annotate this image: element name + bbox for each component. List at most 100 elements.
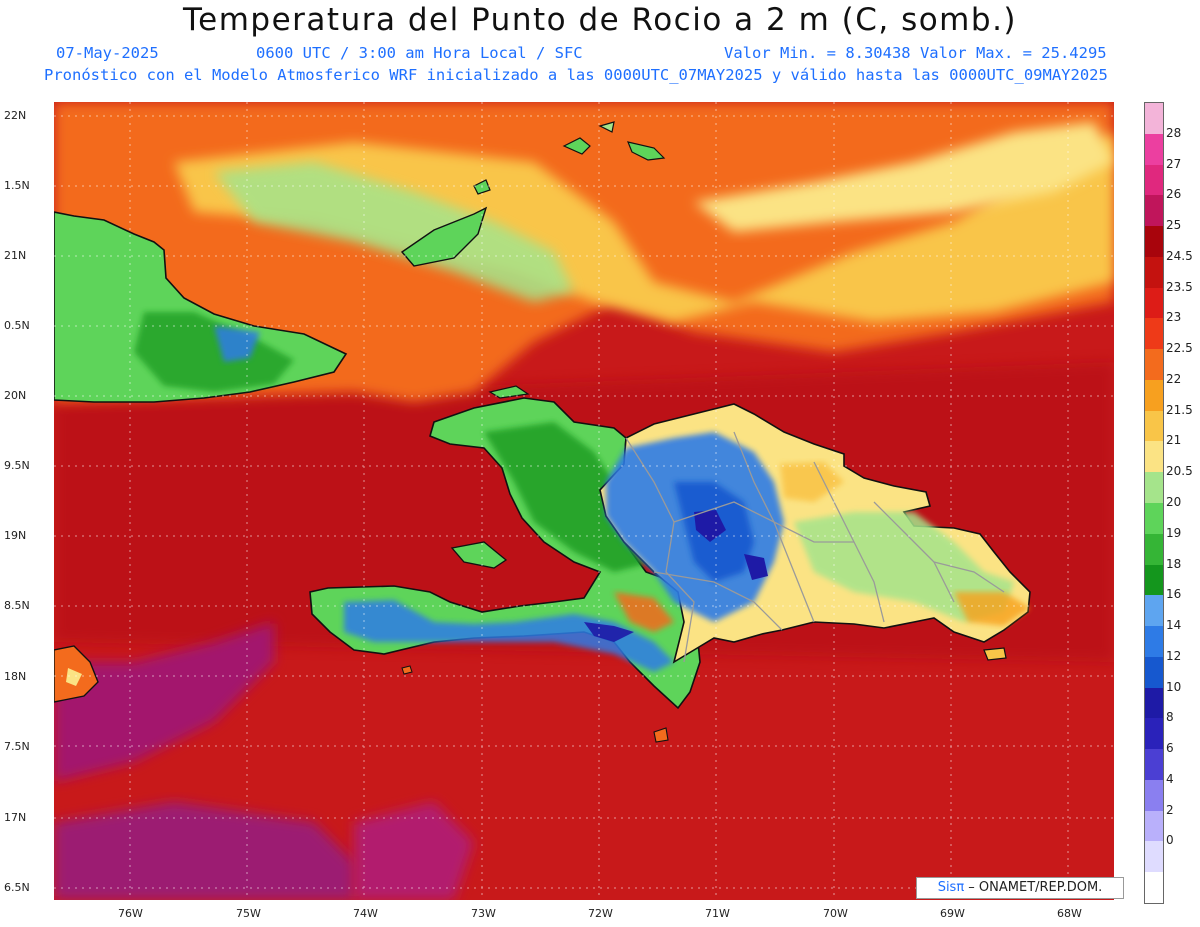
map-title: Temperatura del Punto de Rocio a 2 m (C,… [182, 2, 1018, 38]
colorbar-label: 25 [1166, 218, 1182, 233]
colorbar-label: 22.5 [1166, 341, 1193, 356]
dr-purple-spot-1 [694, 510, 726, 542]
magenta-s-center [354, 802, 474, 900]
colorbar-segment [1145, 595, 1163, 627]
colorbar-segment [1145, 841, 1163, 873]
province-borders [625, 431, 1005, 663]
colorbar-segment [1145, 195, 1163, 227]
lat-label-22n: 22N [4, 109, 27, 122]
credit-text: – ONAMET/REP.DOM. [964, 880, 1103, 895]
lat-label-17n: 17N [4, 811, 27, 824]
lon-label-74w: 74W [353, 907, 378, 920]
lon-label-69w: 69W [940, 907, 965, 920]
haiti-orange-lake [614, 592, 674, 632]
colorbar-label: 24.5 [1166, 248, 1193, 263]
colorbar-segment [1145, 626, 1163, 658]
dewpoint-map [54, 102, 1114, 900]
cuba-blue-patch [214, 326, 260, 362]
cuba-dark-green [134, 312, 294, 392]
north-yellow-field [174, 132, 1114, 322]
colorbar-segment [1145, 749, 1163, 781]
magenta-sw-lower [54, 802, 354, 900]
colorbar-label: 27 [1166, 156, 1182, 171]
colorbar-segment [1145, 472, 1163, 504]
colorbar-segment [1145, 379, 1163, 412]
lon-label-76w: 76W [118, 907, 143, 920]
forecast-date: 07-May-2025 [56, 44, 159, 62]
colorbar [1144, 102, 1164, 904]
haiti-south-blue [344, 600, 674, 672]
colorbar-segment [1145, 349, 1163, 381]
lat-label-18-5n: 8.5N [4, 599, 30, 612]
north-light-yellow [694, 122, 1114, 232]
colorbar-label: 21 [1166, 433, 1182, 448]
value-min-max: Valor Min. = 8.30438 Valor Max. = 25.429… [724, 44, 1107, 62]
colorbar-label: 16 [1166, 587, 1182, 602]
colorbar-segment [1145, 226, 1163, 258]
colorbar-segment [1145, 164, 1163, 196]
colorbar-label: 23.5 [1166, 279, 1193, 294]
dr-north-yellow [780, 462, 844, 502]
colorbar-label: 19 [1166, 525, 1182, 540]
colorbar-label: 14 [1166, 618, 1182, 633]
forecast-time: 0600 UTC / 3:00 am Hora Local / SFC [256, 44, 583, 62]
north-green-streak [214, 162, 574, 302]
jamaica-yellow-core [66, 668, 82, 686]
lat-label-21-5n: 1.5N [4, 179, 30, 192]
colorbar-label: 10 [1166, 679, 1182, 694]
colorbar-segment [1145, 410, 1163, 442]
colorbar-segment [1145, 687, 1163, 719]
colorbar-segment [1145, 441, 1163, 473]
lat-label-21n: 21N [4, 249, 27, 262]
lon-label-73w: 73W [471, 907, 496, 920]
magenta-sw-upper [54, 622, 274, 782]
credit-box: Sisπ – ONAMET/REP.DOM. [916, 877, 1124, 899]
model-description: Pronóstico con el Modelo Atmosferico WRF… [44, 66, 1108, 84]
lat-label-20-5n: 0.5N [4, 319, 30, 332]
colorbar-segment [1145, 533, 1163, 566]
colorbar-label: 22 [1166, 371, 1182, 386]
haiti-dark-blue-spot [584, 622, 634, 642]
lon-label-71w: 71W [705, 907, 730, 920]
lon-label-72w: 72W [588, 907, 613, 920]
colorbar-label: 18 [1166, 556, 1182, 571]
colorbar-segment [1145, 318, 1163, 350]
dr-purple-spot-2 [744, 554, 768, 580]
colorbar-label: 28 [1166, 125, 1182, 140]
lat-label-19-5n: 9.5N [4, 459, 30, 472]
turks-caicos-north [598, 121, 615, 133]
colorbar-segment [1145, 810, 1163, 842]
colorbar-segment [1145, 503, 1163, 535]
turks-caicos-west [562, 137, 591, 155]
beata-island [653, 727, 669, 743]
colorbar-segment [1145, 779, 1163, 812]
colorbar-label: 0 [1166, 833, 1174, 848]
haiti-dark-green [484, 422, 654, 572]
navassa-island [401, 665, 413, 675]
lat-label-17-5n: 7.5N [4, 740, 30, 753]
colorbar-label: 8 [1166, 710, 1174, 725]
colorbar-label: 23 [1166, 310, 1182, 325]
colorbar-label: 26 [1166, 187, 1182, 202]
turks-caicos-east [627, 141, 666, 161]
lat-label-19n: 19N [4, 529, 27, 542]
lon-label-75w: 75W [236, 907, 261, 920]
colorbar-segment [1145, 133, 1163, 166]
colorbar-segment [1145, 256, 1163, 289]
lat-label-18n: 18N [4, 670, 27, 683]
lat-label-20n: 20N [4, 389, 27, 402]
colorbar-label: 4 [1166, 771, 1174, 786]
lat-label-16-5n: 6.5N [4, 881, 30, 894]
colorbar-segment [1145, 103, 1163, 135]
colorbar-label: 20.5 [1166, 464, 1193, 479]
credit-brand: Sisπ [937, 880, 965, 895]
colorbar-segment [1145, 287, 1163, 319]
colorbar-label: 6 [1166, 741, 1174, 756]
colorbar-label: 21.5 [1166, 402, 1193, 417]
saona-island [983, 647, 1007, 661]
colorbar-label: 20 [1166, 495, 1182, 509]
colorbar-segment [1145, 718, 1163, 750]
colorbar-segment [1145, 656, 1163, 689]
dr-east-orange [954, 592, 1030, 626]
colorbar-label: 2 [1166, 802, 1174, 817]
